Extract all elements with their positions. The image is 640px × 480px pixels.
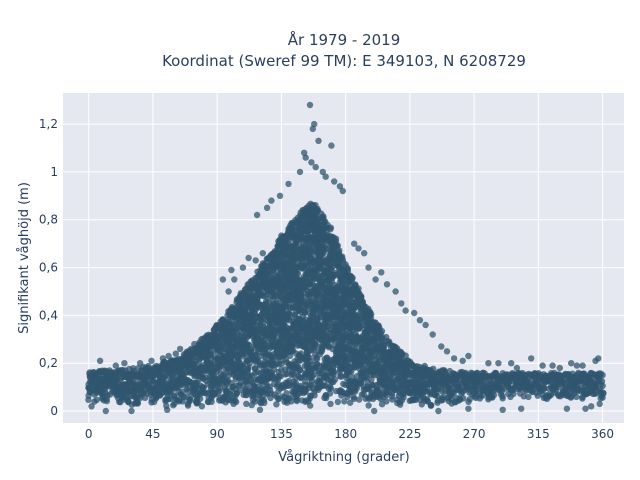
data-point <box>499 393 506 400</box>
data-point <box>261 399 268 406</box>
data-point <box>283 390 290 397</box>
data-point <box>341 398 348 405</box>
data-point <box>208 398 215 405</box>
data-point <box>367 355 374 362</box>
data-point <box>503 371 511 378</box>
data-point <box>599 372 606 379</box>
data-point <box>365 402 372 409</box>
data-point <box>243 400 250 407</box>
data-point <box>510 390 517 397</box>
data-point <box>297 366 304 374</box>
data-point <box>423 397 431 404</box>
data-point <box>368 376 375 383</box>
data-point <box>357 293 365 300</box>
data-point <box>134 399 142 406</box>
data-point <box>293 397 301 405</box>
data-point <box>352 330 359 337</box>
data-point <box>377 330 384 337</box>
data-point <box>233 398 240 406</box>
data-point <box>103 395 110 403</box>
data-point <box>197 395 204 402</box>
data-point <box>301 378 309 385</box>
data-point <box>326 390 334 397</box>
data-point <box>362 372 369 380</box>
data-point <box>331 376 339 383</box>
data-point <box>240 362 247 370</box>
data-point <box>466 396 473 403</box>
data-point <box>278 360 285 368</box>
data-point <box>351 341 359 348</box>
data-point <box>348 276 356 283</box>
data-point <box>288 398 295 405</box>
data-point <box>294 270 302 277</box>
data-point <box>383 398 390 405</box>
data-point <box>327 385 335 392</box>
data-point <box>93 396 101 403</box>
data-point <box>350 395 358 402</box>
data-point <box>323 394 330 402</box>
data-point <box>460 395 467 402</box>
data-point <box>208 351 215 358</box>
data-point <box>333 242 340 250</box>
data-point <box>244 365 252 373</box>
data-point <box>327 400 334 408</box>
data-point <box>525 393 532 401</box>
data-point <box>427 402 435 409</box>
data-point <box>237 387 244 394</box>
data-point <box>273 401 280 408</box>
data-point <box>320 213 327 220</box>
data-point <box>490 391 498 399</box>
data-point <box>330 368 338 376</box>
data-point <box>198 403 206 410</box>
data-point <box>600 389 607 396</box>
data-point <box>337 373 345 380</box>
data-point <box>599 394 606 401</box>
data-point <box>185 384 192 391</box>
data-point <box>220 371 227 378</box>
data-point <box>313 355 321 363</box>
data-point <box>573 393 580 401</box>
chart-title-line-1: År 1979 - 2019 <box>288 30 401 49</box>
data-point <box>307 402 314 409</box>
data-point <box>347 399 354 406</box>
data-point <box>309 373 316 380</box>
data-point <box>308 357 316 365</box>
data-point <box>334 398 342 406</box>
chart-title-line-2: Koordinat (Sweref 99 TM): E 349103, N 62… <box>162 52 526 70</box>
data-point <box>313 342 320 349</box>
data-point <box>322 375 330 382</box>
data-point <box>300 293 308 301</box>
data-point <box>318 348 325 355</box>
data-points <box>85 101 607 415</box>
data-point <box>534 392 541 399</box>
data-point <box>355 396 363 403</box>
data-point <box>327 226 334 233</box>
data-point <box>400 394 407 401</box>
data-point <box>247 347 255 354</box>
data-point <box>541 385 548 392</box>
